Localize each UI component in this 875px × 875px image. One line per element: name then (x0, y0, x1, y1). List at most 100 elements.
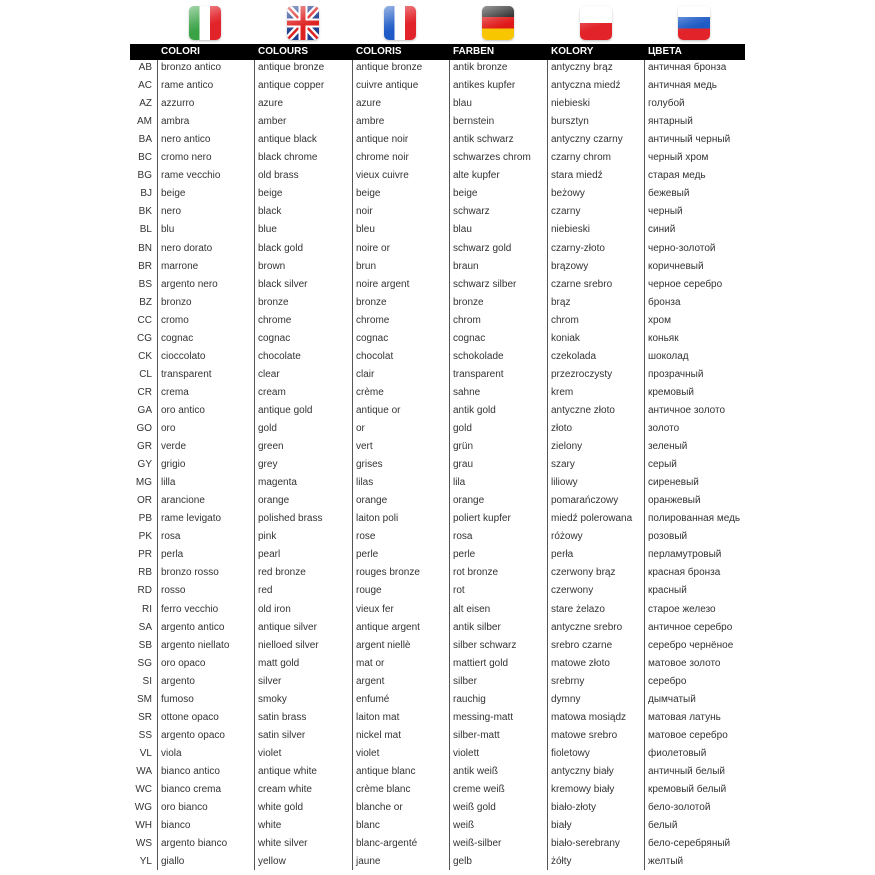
cell-russian: коричневый (648, 260, 704, 272)
cell-italian: oro opaco (161, 657, 206, 669)
cell-russian: красный (648, 585, 687, 597)
cell-german: schokolade (453, 350, 504, 362)
cell-polish: czerwony (551, 585, 594, 597)
cell-italian: blu (161, 224, 175, 236)
cell-french: lilas (356, 477, 374, 489)
cell-french: perle (356, 549, 379, 561)
cell-french: azure (356, 98, 382, 110)
cell-french: laiton mat (356, 711, 400, 723)
cell-italian: verde (161, 441, 187, 453)
cell-italian: perla (161, 549, 184, 561)
cell-english: cream white (258, 784, 312, 795)
cell-french: rose (356, 531, 376, 543)
cell-german: antik gold (453, 404, 496, 416)
cell-english: white (258, 820, 282, 832)
cell-polish: matowe złoto (551, 657, 610, 669)
cell-polish: liliowy (551, 477, 578, 489)
cell-code: SB (138, 639, 152, 651)
cell-russian: античная медь (648, 80, 717, 92)
table-row: CC cromo chrome chrome chrom chrom хром (0, 315, 875, 333)
cell-polish: złoto (551, 423, 573, 434)
table-row: GO oro gold or gold złoto золото (0, 423, 875, 441)
cell-english: antique bronze (258, 62, 325, 73)
table-row: BL blu blue bleu blau niebieski синий (0, 224, 875, 242)
cell-french: argent niellè (356, 639, 411, 651)
cell-german: creme weiß (453, 784, 505, 795)
cell-french: violet (356, 747, 380, 759)
cell-french: chocolat (356, 350, 394, 362)
cell-german: messing-matt (453, 711, 514, 723)
cell-polish: antyczne złoto (551, 404, 615, 416)
column-divider (352, 60, 353, 870)
cell-german: antik schwarz (453, 134, 514, 146)
cell-russian: розовый (648, 531, 688, 543)
cell-italian: grigio (161, 459, 186, 471)
cell-german: weiß (453, 820, 475, 832)
cell-italian: bronzo (161, 296, 192, 308)
cell-french: orange (356, 495, 388, 507)
cell-polish: niebieski (551, 224, 590, 236)
table-row: BK nero black noir schwarz czarny черный (0, 206, 875, 224)
table-row: BZ bronzo bronze bronze bronze brąz бронза (0, 297, 875, 315)
cell-code: SG (137, 657, 152, 669)
cell-french: brun (356, 260, 377, 272)
cell-code: WS (135, 838, 152, 850)
cell-code: RI (142, 603, 152, 615)
cell-french: cognac (356, 332, 389, 344)
cell-code: GR (137, 441, 152, 453)
cell-russian: серебро чернёное (648, 639, 734, 651)
cell-german: antik silber (453, 621, 501, 633)
cell-english: matt gold (258, 657, 300, 669)
cell-italian: rame levigato (161, 513, 222, 525)
cell-code: RB (138, 567, 152, 579)
cell-english: beige (258, 188, 283, 200)
cell-russian: золото (648, 423, 680, 434)
cell-italian: nero dorato (161, 242, 213, 254)
cell-french: clair (356, 368, 375, 380)
cell-french: bronze (356, 296, 387, 308)
cell-code: CK (138, 350, 152, 362)
cell-german: silber (453, 675, 477, 687)
cell-polish: antyczny czarny (551, 134, 623, 146)
cell-french: antique blanc (356, 765, 416, 777)
cell-code: SI (142, 675, 152, 687)
cell-polish: stara miedź (551, 170, 603, 182)
cell-polish: czerwony brąz (551, 567, 616, 579)
table-row: SI argento silver argent silber srebrny серебр… (0, 676, 875, 694)
cell-code: PK (138, 531, 152, 543)
table-row: RI ferro vecchio old iron vieux fer alt eise… (0, 604, 875, 622)
cell-german: schwarzes chrom (453, 152, 531, 164)
cell-french: chrome noir (356, 152, 409, 164)
russia-flag-icon (678, 6, 710, 40)
table-row: BG rame vecchio old brass vieux cuivre alte … (0, 170, 875, 188)
cell-russian: оранжевый (648, 495, 701, 507)
table-row: VL viola violet violet violett fioletowy фиоле… (0, 748, 875, 766)
cell-english: chocolate (258, 350, 301, 362)
cell-german: violett (453, 747, 480, 759)
table-row: SB argento niellato nielloed silver argent … (0, 640, 875, 658)
cell-german: mattiert gold (453, 657, 509, 669)
cell-french: chrome (356, 314, 390, 326)
table-row: PB rame levigato polished brass laiton poli… (0, 513, 875, 531)
cell-code: BK (138, 206, 152, 218)
cell-english: black gold (258, 242, 304, 254)
cell-polish: miedź polerowana (551, 513, 633, 525)
cell-italian: marrone (161, 260, 199, 272)
cell-polish: fioletowy (551, 747, 590, 759)
cell-english: antique gold (258, 404, 313, 416)
cell-french: vieux fer (356, 603, 394, 615)
cell-polish: matowa mosiądz (551, 711, 627, 723)
cell-english: azure (258, 98, 284, 110)
cell-italian: arancione (161, 495, 205, 507)
cell-italian: viola (161, 747, 182, 759)
cell-russian: серебро (648, 675, 687, 687)
cell-code: CR (137, 386, 152, 398)
cell-german: blau (453, 98, 472, 110)
cell-english: violet (258, 747, 282, 759)
cell-german: silber schwarz (453, 639, 517, 651)
cell-french: noire argent (356, 278, 410, 290)
header-french: COLORIS (356, 46, 402, 57)
table-row: YL giallo yellow jaune gelb żółty желтый (0, 856, 875, 874)
cell-code: AZ (139, 98, 152, 110)
cell-italian: rame vecchio (161, 170, 221, 182)
